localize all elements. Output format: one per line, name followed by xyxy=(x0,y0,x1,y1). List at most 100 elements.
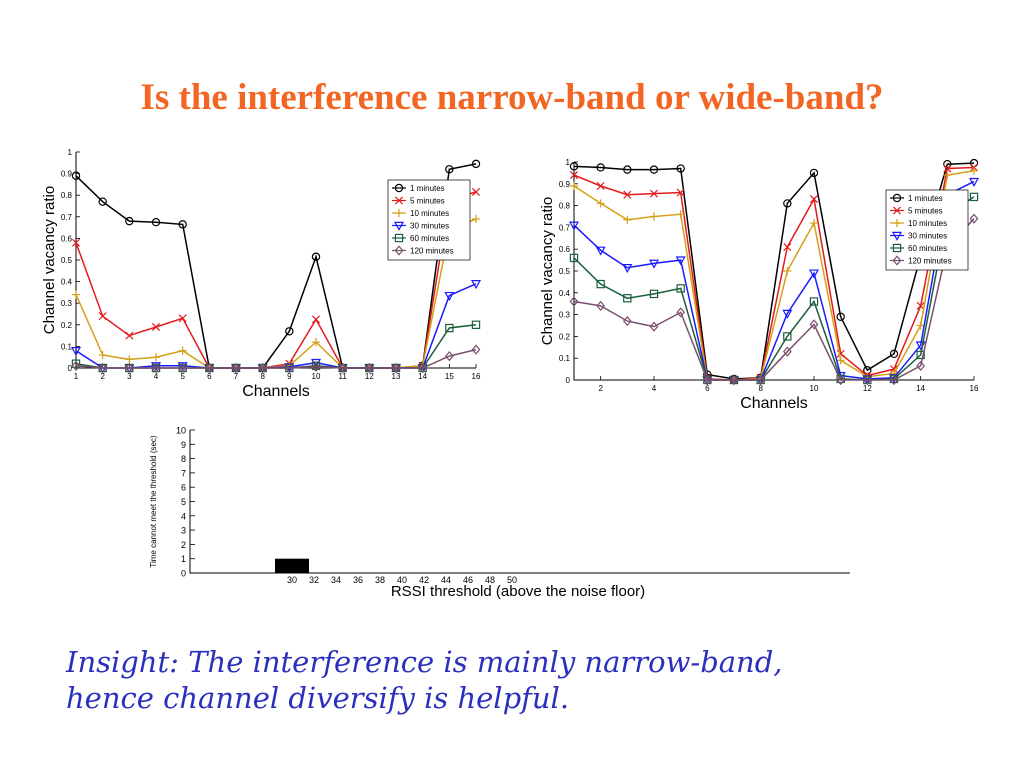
legend: 1 minutes 5 minutes 10 minutes 30 minutes 60… xyxy=(387,179,471,261)
data-point xyxy=(969,213,979,224)
legend-marker xyxy=(892,255,902,266)
y-tick-label: 8 xyxy=(181,454,186,464)
x-axis-label: Channels xyxy=(740,395,808,412)
x-tick-label: 1 xyxy=(74,372,79,381)
legend-label: 30 minutes xyxy=(410,222,449,231)
data-point xyxy=(98,312,107,321)
insight-line-2: hence channel diversify is helpful. xyxy=(66,681,570,715)
x-tick-label: 8 xyxy=(758,384,763,393)
data-point xyxy=(569,162,579,171)
x-tick-label: 8 xyxy=(260,372,265,381)
y-tick-label: 0.8 xyxy=(559,202,571,211)
data-point xyxy=(569,181,579,191)
data-point xyxy=(676,164,685,173)
data-point xyxy=(676,210,685,219)
data-point xyxy=(70,347,82,357)
data-point xyxy=(178,220,187,229)
x-tick-label: 13 xyxy=(392,372,401,381)
series-line xyxy=(573,162,975,380)
legend-label: 60 minutes xyxy=(410,234,449,243)
data-point xyxy=(125,355,134,364)
y-tick-label: 9 xyxy=(181,440,186,450)
x-tick-label: 6 xyxy=(207,372,212,381)
data-point xyxy=(623,294,632,303)
data-point xyxy=(471,187,481,196)
data-point xyxy=(125,216,134,226)
y-tick-label: 10 xyxy=(176,426,186,436)
y-tick-label: 0.1 xyxy=(61,342,73,351)
data-point xyxy=(151,353,161,362)
y-tick-label: 0.3 xyxy=(559,311,571,320)
legend-label: 5 minutes xyxy=(410,197,445,206)
y-tick-label: 1 xyxy=(68,148,73,157)
y-tick-label: 0.6 xyxy=(61,234,73,243)
insight-text: Insight: The interference is mainly narr… xyxy=(66,644,1006,716)
data-point xyxy=(470,280,482,290)
x-tick-label: 42 xyxy=(419,575,429,585)
data-point xyxy=(943,170,952,180)
data-point xyxy=(623,165,632,174)
data-point xyxy=(71,360,81,371)
y-tick-label: 0 xyxy=(181,569,186,579)
data-point xyxy=(178,314,187,323)
y-tick-label: 0 xyxy=(68,364,73,373)
y-tick-label: 0.3 xyxy=(61,299,73,308)
data-point xyxy=(471,344,481,355)
data-point xyxy=(729,374,739,386)
x-tick-label: 10 xyxy=(312,372,321,381)
data-point xyxy=(968,177,980,187)
series-line xyxy=(573,166,975,381)
data-point xyxy=(889,365,899,374)
data-point xyxy=(783,266,792,276)
data-point xyxy=(596,199,605,208)
y-tick-label: 0.7 xyxy=(559,223,571,232)
legend: 1 minutes 5 minutes 10 minutes 30 minutes 60… xyxy=(885,189,969,271)
y-tick-label: 0.9 xyxy=(559,180,571,189)
x-tick-label: 16 xyxy=(472,372,481,381)
data-point xyxy=(311,361,321,373)
data-point xyxy=(809,218,819,228)
data-point xyxy=(98,197,107,206)
data-point xyxy=(98,362,108,374)
data-point xyxy=(258,362,268,374)
x-tick-label: 2 xyxy=(598,384,603,393)
data-point xyxy=(445,165,454,174)
series-line xyxy=(573,180,975,381)
data-point xyxy=(204,362,214,374)
data-point xyxy=(649,212,659,221)
data-point xyxy=(756,374,766,386)
data-point xyxy=(623,190,632,199)
data-point xyxy=(808,269,820,279)
x-tick-label: 30 xyxy=(287,575,297,585)
data-point xyxy=(782,309,793,319)
x-tick-label: 46 xyxy=(463,575,473,585)
x-tick-label: 10 xyxy=(810,384,819,393)
data-point xyxy=(622,264,633,274)
data-point xyxy=(151,217,161,227)
data-point xyxy=(702,374,712,386)
legend-label: 10 minutes xyxy=(410,209,449,218)
data-point xyxy=(809,195,819,204)
data-point xyxy=(889,349,899,359)
data-point xyxy=(71,359,81,368)
x-tick-label: 4 xyxy=(652,384,657,393)
legend-marker xyxy=(394,233,404,243)
data-point xyxy=(71,238,81,247)
x-tick-label: 15 xyxy=(445,372,454,381)
data-point xyxy=(445,323,454,333)
data-point xyxy=(783,242,792,252)
data-point xyxy=(568,221,580,231)
series-line xyxy=(573,196,975,381)
data-point xyxy=(596,181,605,191)
data-point xyxy=(178,346,187,355)
data-point xyxy=(596,279,605,289)
legend-marker xyxy=(393,221,405,231)
data-point xyxy=(338,362,348,374)
legend-label: 10 minutes xyxy=(908,219,947,228)
y-tick-label: 0.6 xyxy=(559,245,571,254)
vacancy-chart-left: 00.10.20.30.40.50.60.70.80.911 2 3 4 5 6 7 8 9 10… xyxy=(41,148,482,400)
data-point xyxy=(649,289,659,299)
legend-label: 120 minutes xyxy=(410,247,454,256)
y-tick-label: 0 xyxy=(566,376,571,385)
legend-marker xyxy=(891,231,903,241)
